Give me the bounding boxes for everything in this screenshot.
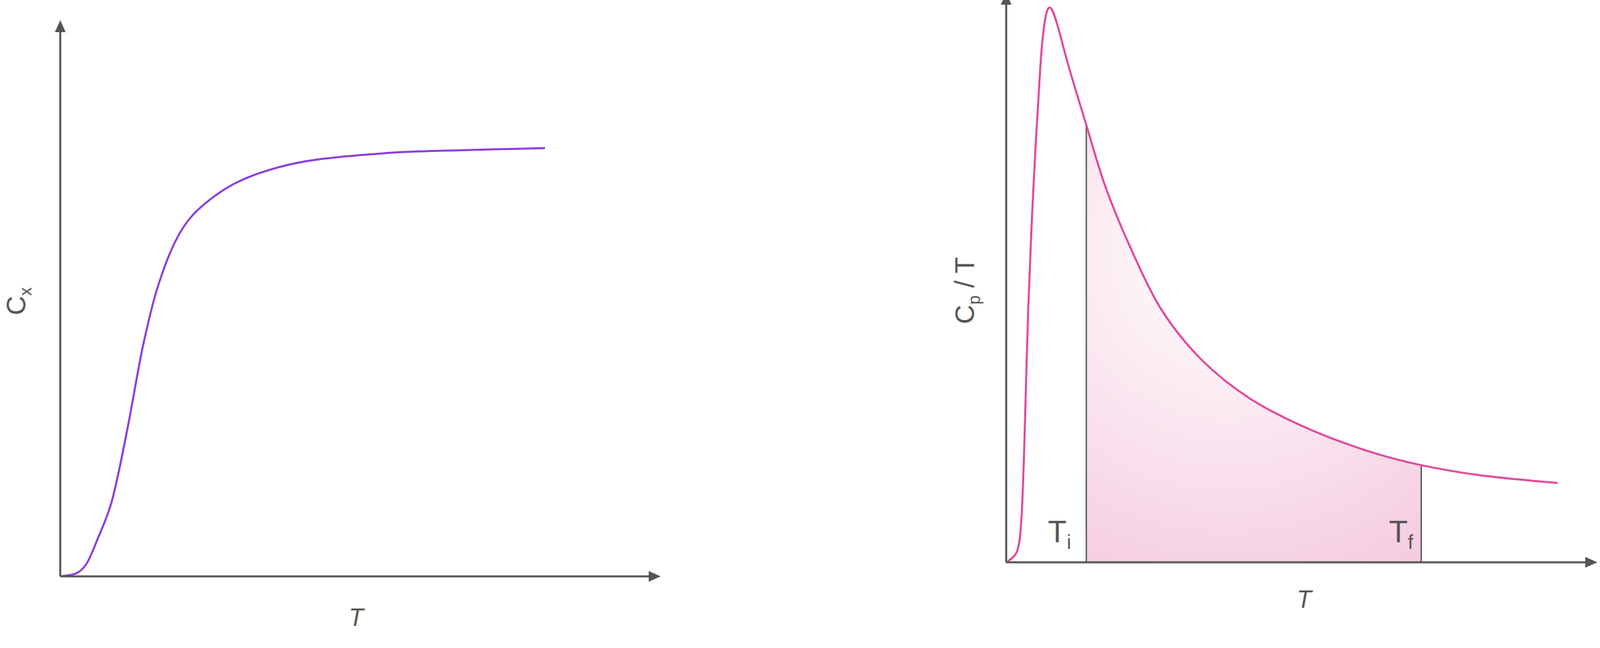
y-axis-arrow (1000, 0, 1012, 5)
x-axis (60, 575, 651, 578)
x-axis (1006, 561, 1587, 564)
label-subscript: f (1407, 531, 1414, 553)
label-subscript: p (964, 295, 984, 305)
x-axis-label: T (348, 603, 366, 632)
y-axis-label: Cx (1, 287, 35, 316)
x-axis-arrow (648, 571, 661, 582)
curve (1008, 7, 1558, 562)
y-axis-arrow (54, 20, 66, 33)
plot-area (60, 147, 545, 577)
figure: TCxTiTfTCp / T (0, 0, 1600, 648)
label-subscript: x (16, 287, 35, 296)
label-main: C (949, 304, 980, 325)
x-axis-arrow (1585, 556, 1598, 568)
chart: T Cx (1, 20, 661, 632)
bound-line (1085, 125, 1088, 563)
y-axis (1005, 3, 1008, 563)
bound-line (1420, 465, 1422, 563)
y-axis (59, 30, 62, 577)
label-suffix: / T (949, 257, 980, 296)
label: Ti (1047, 514, 1072, 553)
x-axis-label: T (1296, 585, 1314, 614)
curve (60, 147, 545, 577)
label-main: T (1389, 514, 1408, 549)
label-subscript: i (1066, 531, 1071, 553)
label: Tf (1389, 514, 1414, 553)
shaded-area (1086, 7, 1422, 563)
label-main: T (1047, 514, 1067, 549)
chart: TiTfTCp / T (949, 0, 1598, 614)
plot-area (1008, 7, 1558, 563)
label-main: C (1, 295, 31, 316)
y-axis-label: Cp / T (949, 257, 984, 325)
